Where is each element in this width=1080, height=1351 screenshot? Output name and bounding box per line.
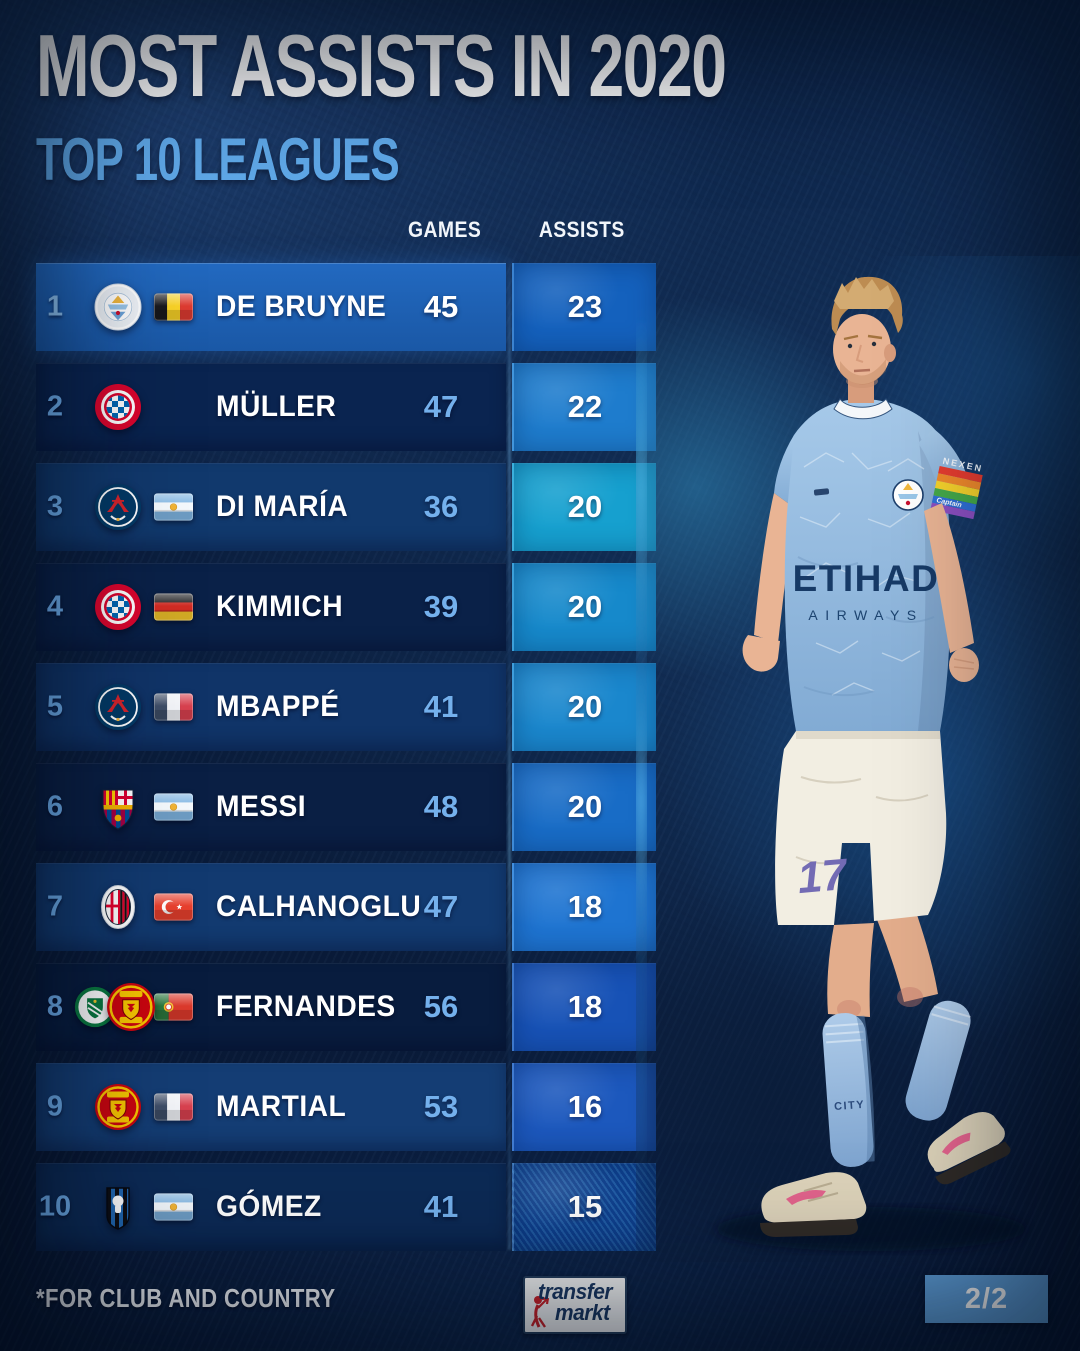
table-row: 1 DE BRUYNE 45 <box>36 263 506 351</box>
assists-value: 20 <box>567 589 603 624</box>
flag-turkey-icon <box>154 893 193 921</box>
club-badge-bayern-icon <box>94 383 142 431</box>
games-value: 41 <box>423 1189 459 1224</box>
assists-value: 20 <box>567 689 603 724</box>
rank-label: 6 <box>46 790 64 823</box>
assists-cell: 20 <box>512 763 656 851</box>
table-row: 10 GÓMEZ 41 <box>36 1163 506 1251</box>
club-badge-atalanta-icon <box>94 1183 142 1231</box>
assists-value: 20 <box>567 489 603 524</box>
flag-argentina-icon <box>154 1193 193 1221</box>
table-row: 2 MÜLLER 47 <box>36 363 506 451</box>
table-row: 4 KIMMICH 39 <box>36 563 506 651</box>
club-badge-bayern-icon <box>94 583 142 631</box>
assists-cell: 23 <box>512 263 656 351</box>
assists-cell: 22 <box>512 363 656 451</box>
assists-value: 18 <box>567 989 603 1024</box>
games-value: 53 <box>423 1089 459 1124</box>
player-name: MBAPPÉ <box>216 690 340 723</box>
transfermarkt-wordmark-line2: markt <box>555 1300 610 1326</box>
games-value: 45 <box>423 289 459 324</box>
assists-cell: 16 <box>512 1063 656 1151</box>
games-value: 41 <box>423 689 459 724</box>
rank-label: 3 <box>46 490 64 523</box>
rank-label: 2 <box>46 390 64 423</box>
rank-label: 1 <box>46 290 64 323</box>
rank-label: 4 <box>46 590 64 623</box>
flag-france-icon <box>154 1093 193 1121</box>
assists-cell: 20 <box>512 463 656 551</box>
club-badge-psg-icon <box>94 483 142 531</box>
assists-value: 16 <box>567 1089 603 1124</box>
club-badge-barcelona-icon <box>94 783 142 831</box>
assists-cell: 18 <box>512 963 656 1051</box>
assists-cell: 18 <box>512 863 656 951</box>
assists-value: 22 <box>567 389 603 424</box>
player-name: MÜLLER <box>216 390 337 423</box>
column-header-assists: ASSISTS <box>539 217 625 242</box>
assists-column-light-streak <box>508 258 511 1250</box>
club-badge-psg-icon <box>94 683 142 731</box>
rank-label: 8 <box>46 990 64 1023</box>
rank-label: 9 <box>46 1090 64 1123</box>
rank-label: 7 <box>46 890 64 923</box>
club-badge-milan-icon <box>94 883 142 931</box>
jersey-sponsor-text: ETIHAD <box>793 558 940 599</box>
transfermarkt-figure-icon <box>530 1296 550 1328</box>
flag-france-icon <box>154 693 193 721</box>
page-subtitle: TOP 10 LEAGUES <box>36 126 400 193</box>
sock-text: CITY <box>834 1099 866 1113</box>
games-value: 56 <box>423 989 459 1024</box>
flag-argentina-icon <box>154 793 193 821</box>
club-badge-man-city-icon <box>94 283 142 331</box>
rank-label: 10 <box>38 1190 72 1223</box>
page-title: MOST ASSISTS IN 2020 <box>36 16 727 115</box>
flag-germany-icon <box>154 593 193 621</box>
games-value: 39 <box>423 589 459 624</box>
player-name: FERNANDES <box>216 990 396 1023</box>
assists-value: 20 <box>567 789 603 824</box>
assists-cell: 20 <box>512 663 656 751</box>
transfermarkt-wordmark-line1: transfer <box>538 1279 613 1304</box>
column-header-games: GAMES <box>408 217 482 242</box>
club-badge-man-united-icon <box>94 1083 142 1131</box>
player-name: MESSI <box>216 790 307 823</box>
jersey-sponsor-subtext: AIRWAYS <box>808 607 923 623</box>
table-row: 5 MBAPPÉ 41 <box>36 663 506 751</box>
assists-value: 18 <box>567 889 603 924</box>
flag-portugal-icon <box>154 993 193 1021</box>
shorts-number: 17 <box>795 850 851 903</box>
table-row: 3 DI MARÍA 36 <box>36 463 506 551</box>
table-row: 6 MESSI 48 <box>36 763 506 851</box>
table-row: 9 MARTIAL 53 <box>36 1063 506 1151</box>
assists-cell: 15 <box>512 1163 656 1251</box>
games-value: 36 <box>423 489 459 524</box>
player-name: DI MARÍA <box>216 490 349 523</box>
table-row: 8 FERNANDES 56 <box>36 963 506 1051</box>
club-badge-sporting-icon <box>74 986 116 1028</box>
rank-label: 5 <box>46 690 64 723</box>
player-name: DE BRUYNE <box>216 290 387 323</box>
player-name: GÓMEZ <box>216 1190 322 1223</box>
player-name: KIMMICH <box>216 590 344 623</box>
club-badge-man-united-icon <box>106 982 156 1032</box>
flag-argentina-icon <box>154 493 193 521</box>
page-indicator-badge: 2/2 <box>925 1275 1048 1323</box>
games-value: 48 <box>423 789 459 824</box>
flag-belgium-icon <box>154 293 193 321</box>
transfermarkt-logo: transfer markt <box>523 1276 627 1334</box>
games-value: 47 <box>423 389 459 424</box>
footnote: *FOR CLUB AND COUNTRY <box>36 1283 336 1313</box>
games-value: 47 <box>423 889 459 924</box>
player-name: CALHANOGLU <box>216 890 422 923</box>
table-row: 7 CALHANOGLU 47 <box>36 863 506 951</box>
assists-value: 15 <box>567 1189 603 1224</box>
assists-cell: 20 <box>512 563 656 651</box>
assists-value: 23 <box>567 289 603 324</box>
player-photo-kevin-de-bruyne: ETIHAD AIRWAYS NEXEN Captain 17 CITY <box>636 256 1080 1262</box>
player-name: MARTIAL <box>216 1090 347 1123</box>
